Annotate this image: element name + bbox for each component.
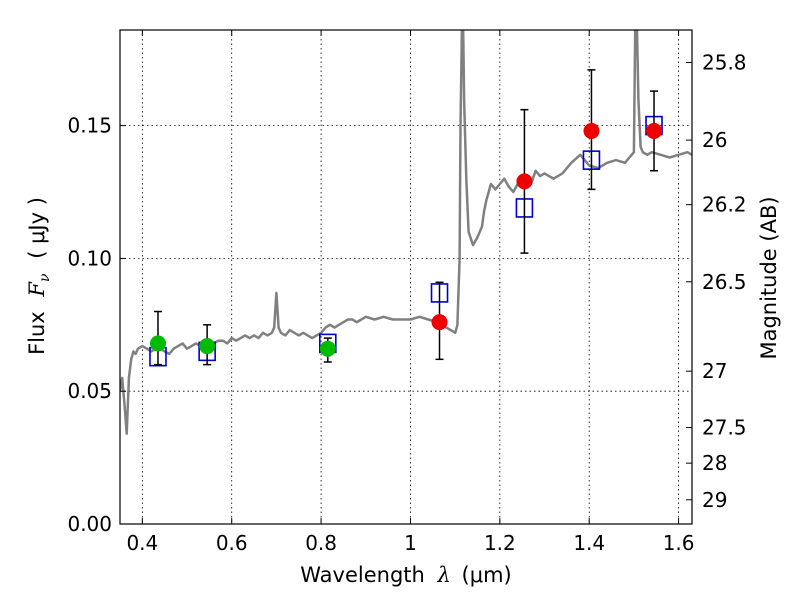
observed-nir-point — [583, 122, 600, 139]
observed-optical-point — [319, 340, 336, 357]
y-axis-label: Flux Fν ( μJy ) — [25, 197, 54, 355]
y2-tick-label: 28 — [702, 451, 727, 475]
y2-tick-label: 26.5 — [702, 270, 747, 294]
observed-nir-point — [516, 173, 533, 190]
x-axis-ticks: 0.4 0.6 0.8 1 1.2 1.4 1.6 — [126, 30, 695, 555]
y2-tick-label: 25.8 — [702, 50, 747, 74]
data-points — [149, 69, 663, 367]
observed-optical-point — [149, 335, 166, 352]
y-tick-label: 0.10 — [67, 246, 112, 270]
y2-tick-label: 27 — [702, 359, 727, 383]
x-tick-label: 0.6 — [216, 531, 248, 555]
y2-tick-label: 29 — [702, 488, 727, 512]
plot-frame — [119, 29, 693, 525]
x-tick-label: 1.6 — [663, 531, 695, 555]
plot-area — [120, 30, 692, 435]
observed-optical-point — [199, 338, 216, 355]
model-spectrum-line — [120, 30, 692, 435]
y-tick-label: 0.15 — [67, 114, 112, 138]
x-tick-label: 0.8 — [305, 531, 337, 555]
y2-tick-label: 26.2 — [702, 193, 747, 217]
observed-nir-point — [431, 314, 448, 331]
y2-tick-label: 26 — [702, 128, 727, 152]
x-tick-label: 1 — [404, 531, 417, 555]
observed-nir-point — [646, 122, 663, 139]
y-tick-label: 0.00 — [67, 512, 112, 536]
grid-lines — [120, 30, 692, 525]
y2-axis-ticks: 25.8 26 26.2 26.5 27 27.5 28 29 — [686, 50, 747, 512]
y-tick-label: 0.05 — [67, 379, 112, 403]
x-tick-label: 1.2 — [484, 531, 516, 555]
x-tick-label: 0.4 — [126, 531, 158, 555]
x-axis-label: Wavelength λ (μm) — [300, 563, 511, 587]
y-axis-ticks: 0.00 0.05 0.10 0.15 — [67, 114, 126, 536]
x-tick-label: 1.4 — [573, 531, 605, 555]
y2-tick-label: 27.5 — [702, 416, 747, 440]
y2-axis-label: Magnitude (AB) — [757, 196, 781, 359]
